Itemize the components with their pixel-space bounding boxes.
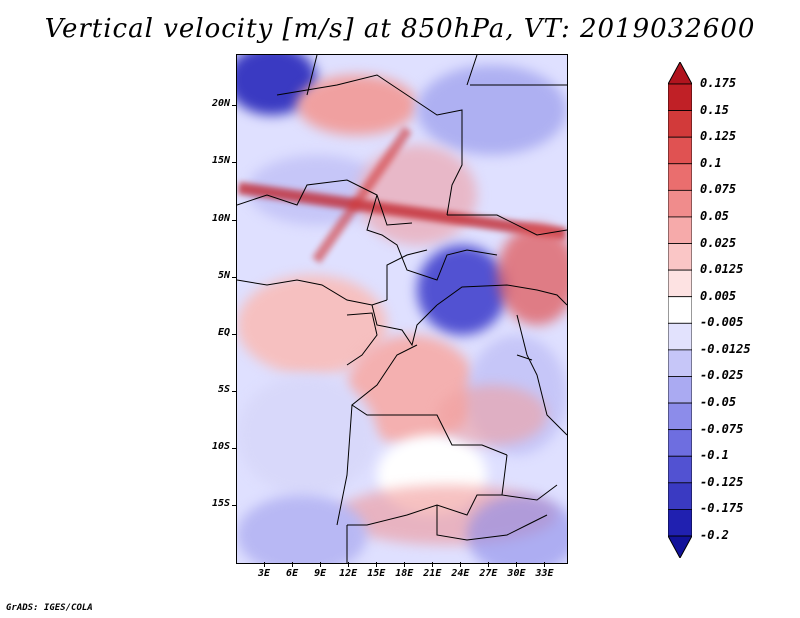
colorbar-level-label: 0.1 — [700, 155, 722, 170]
lon-tick-label: 24E — [451, 568, 470, 579]
lat-tick-mark — [232, 504, 237, 506]
colorbar-level-label: -0.05 — [700, 395, 737, 410]
lat-tick-label: 10N — [211, 212, 230, 224]
lon-tick-label: 15E — [367, 568, 386, 579]
colorbar-level-label: -0.125 — [700, 474, 744, 489]
colorbar-level-label: -0.1 — [700, 448, 729, 463]
colorbar-level-label: -0.075 — [700, 421, 744, 436]
colorbar-level-label: 0.0125 — [700, 262, 744, 277]
lon-tick-label: 18E — [395, 568, 414, 579]
colorbar-swatch — [668, 216, 692, 244]
colorbar-level-label: -0.025 — [700, 368, 744, 383]
color-scale-bar — [668, 62, 692, 558]
colorbar-swatch — [668, 402, 692, 431]
lon-tick-label: 30E — [507, 568, 526, 579]
lat-tick-label: 15N — [211, 155, 230, 167]
colorbar-swatch — [668, 83, 692, 111]
lat-tick-mark — [232, 105, 237, 107]
colorbar-swatch — [668, 296, 692, 324]
lon-tick-mark — [292, 562, 294, 567]
lon-tick-mark — [404, 562, 406, 567]
colorbar-swatch — [668, 322, 692, 351]
colorbar-level-label: 0.075 — [700, 182, 737, 197]
colorbar-level-label: 0.05 — [700, 208, 729, 223]
lat-tick-label: 10S — [211, 440, 230, 452]
colorbar-swatch — [668, 482, 692, 510]
colorbar-swatch — [668, 163, 692, 191]
vertical-velocity-map — [236, 54, 568, 564]
lat-tick-mark — [232, 219, 237, 221]
lon-tick-mark — [516, 562, 518, 567]
colorbar-level-label: -0.175 — [700, 501, 744, 516]
lon-tick-mark — [320, 562, 322, 567]
colorbar-level-label: 0.005 — [700, 288, 737, 303]
lat-tick-label: 5N — [217, 269, 230, 281]
lat-tick-label: EQ — [217, 326, 230, 338]
colorbar-level-label: -0.0125 — [700, 341, 751, 356]
colorbar-swatch — [668, 243, 692, 271]
colorbar-swatch — [668, 376, 692, 404]
lon-tick-label: 3E — [258, 568, 271, 579]
colorbar-level-label: 0.175 — [700, 76, 737, 90]
colorbar-swatch — [668, 429, 692, 457]
lat-tick-mark — [232, 333, 237, 335]
colorbar-swatch — [668, 509, 692, 537]
lon-tick-label: 9E — [314, 568, 327, 579]
colorbar-level-label: -0.005 — [700, 315, 744, 330]
colorbar-swatch — [668, 269, 692, 298]
lon-tick-mark — [348, 562, 350, 567]
country-borders — [237, 55, 567, 563]
colorbar-level-label: 0.15 — [700, 102, 729, 117]
lon-tick-mark — [264, 562, 266, 567]
lat-tick-label: 20N — [211, 98, 230, 110]
colorbar-bottom-triangle — [668, 535, 692, 558]
lon-tick-mark — [376, 562, 378, 567]
colorbar-swatch — [668, 349, 692, 377]
lat-tick-label: 15S — [211, 497, 230, 509]
grads-credit: GrADS: IGES/COLA — [6, 603, 93, 613]
lon-tick-mark — [544, 562, 546, 567]
lat-tick-mark — [232, 447, 237, 449]
lat-tick-mark — [232, 276, 237, 278]
lon-tick-mark — [460, 562, 462, 567]
lon-tick-label: 27E — [479, 568, 498, 579]
colorbar-top-triangle — [668, 62, 692, 85]
colorbar-level-label: 0.025 — [700, 235, 737, 250]
colorbar-swatch — [668, 189, 692, 218]
lon-tick-label: 33E — [535, 568, 554, 579]
colorbar-swatch — [668, 136, 692, 165]
lat-tick-mark — [232, 162, 237, 164]
colorbar-swatch — [668, 455, 692, 484]
lon-tick-label: 21E — [423, 568, 442, 579]
colorbar-level-label: -0.2 — [700, 528, 729, 542]
lon-tick-label: 6E — [286, 568, 299, 579]
map-title: Vertical velocity [m/s] at 850hPa, VT: 2… — [44, 14, 756, 44]
lat-tick-label: 5S — [217, 383, 230, 395]
lon-tick-label: 12E — [339, 568, 358, 579]
colorbar-swatch — [668, 110, 692, 138]
lon-tick-mark — [432, 562, 434, 567]
lat-tick-mark — [232, 390, 237, 392]
colorbar-level-label: 0.125 — [700, 129, 737, 144]
lon-tick-mark — [488, 562, 490, 567]
